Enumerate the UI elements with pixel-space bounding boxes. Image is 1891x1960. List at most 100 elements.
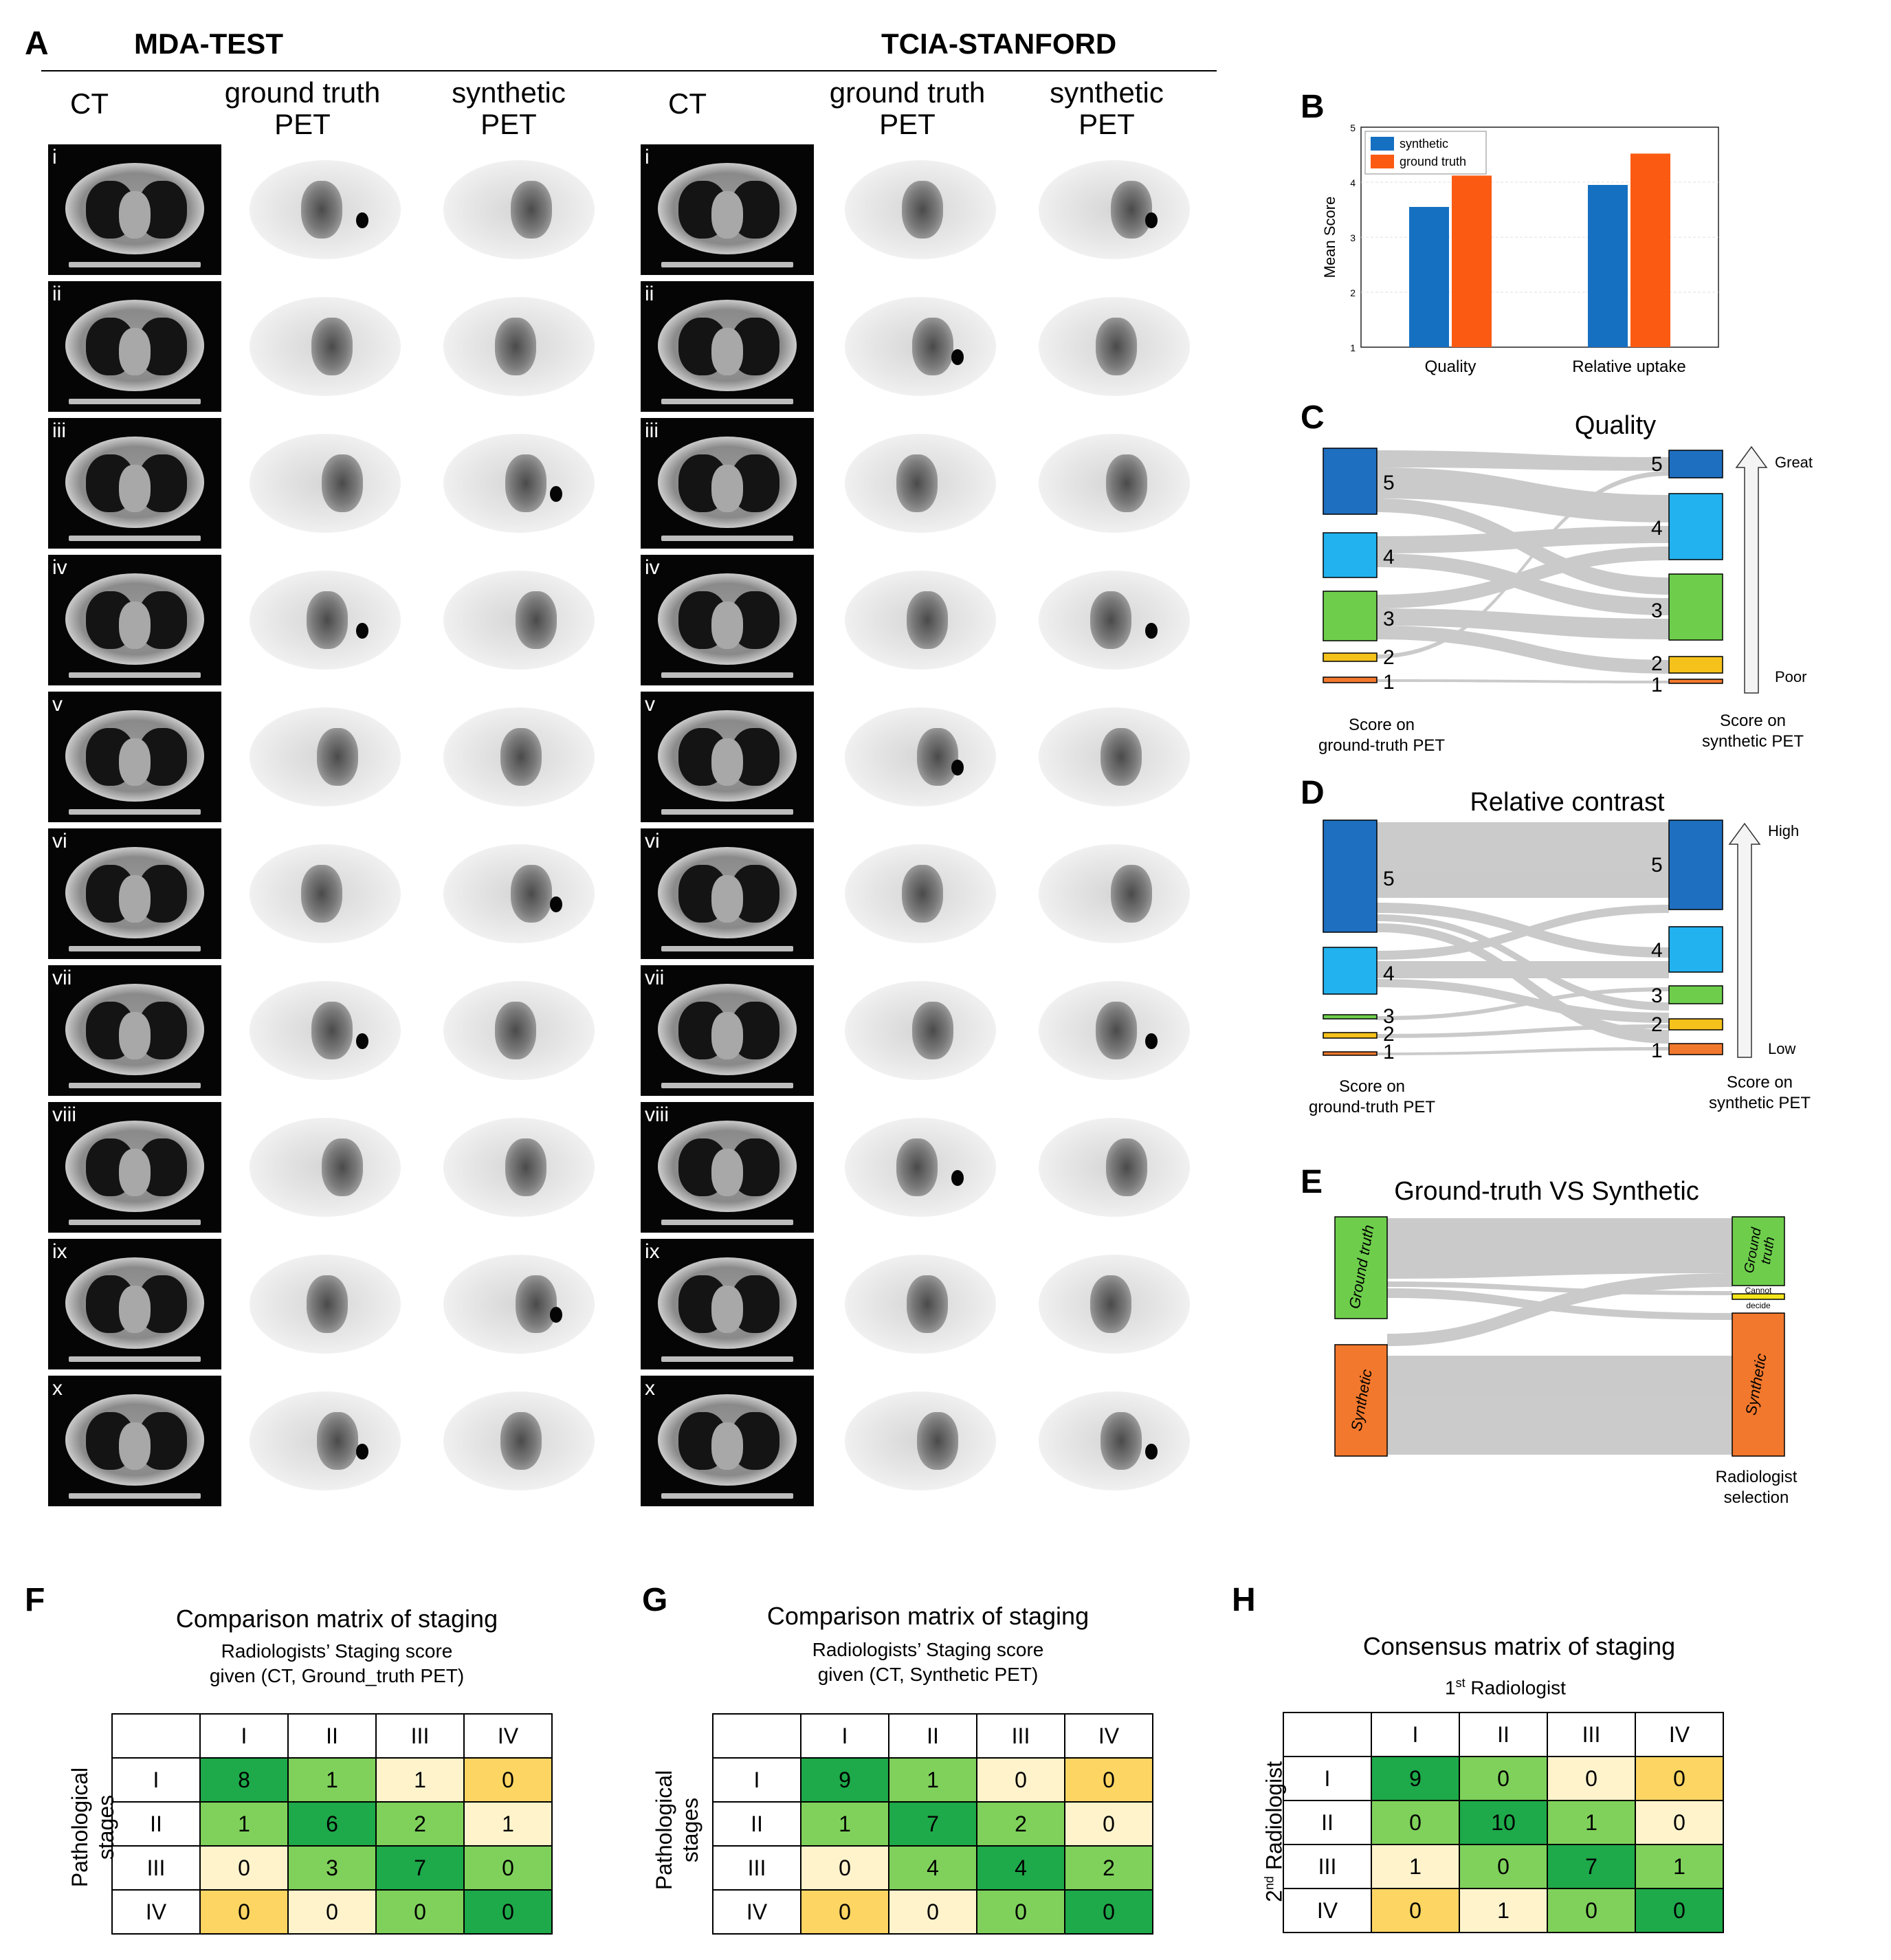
node-left-5 [1323,819,1378,933]
label-left-4: 4 [1383,546,1395,569]
matrix-cell: 1 [199,1801,289,1847]
node-left-3 [1323,591,1378,641]
label-right-5: 5 [1651,854,1663,877]
pet-image [1028,692,1200,822]
matrix-corner [1283,1712,1372,1757]
bar-synthetic [1409,207,1449,347]
pet-image [1028,281,1200,412]
pet-image [433,555,605,685]
header-rule [41,70,1217,71]
row-label: i [52,146,57,168]
panel-label-b: B [1301,89,1325,125]
matrix-row-header: II [111,1801,201,1847]
row-label: v [645,693,655,716]
sankey-contrast-title: Relative contrast [1470,788,1665,817]
sankey-quality-title: Quality [1574,411,1657,440]
label-right-3: 3 [1651,984,1663,1007]
pet-image [433,1376,605,1506]
matrix-row-header: III [712,1845,801,1891]
label-right-1: 1 [1651,1039,1663,1062]
matrix-row-header: III [111,1845,201,1891]
flow-gt-undecided [1387,1281,1732,1295]
matrix-row-header: II [712,1801,801,1847]
ct-image: vii [641,965,814,1096]
matrix-cell: 4 [976,1845,1065,1891]
ct-image: iv [48,555,221,685]
label-left-5: 5 [1383,868,1395,890]
row-label: i [645,146,650,168]
node-left-1 [1323,676,1378,683]
flow-3-4 [1375,547,1670,608]
label-right-4: 4 [1651,517,1663,540]
pet-image [239,965,411,1096]
row-label: x [645,1377,655,1400]
label-cannot: Cannot [1745,1286,1772,1295]
ct-image: viii [48,1102,221,1233]
panel-label-g: G [642,1582,668,1618]
node-left-synthetic [1334,1344,1388,1457]
quality-left-caption: Score on ground-truth PET [1318,716,1446,755]
label-left-1: 1 [1383,671,1395,694]
node-right-5 [1668,450,1723,478]
pet-image [834,965,1006,1096]
node-right-3 [1668,985,1723,1004]
matrix-cell: 1 [800,1801,889,1847]
arrow-top-label: High [1768,822,1799,839]
matrix-h-col-axis: 1st Radiologist [1445,1676,1566,1699]
quality-scale-arrow [1735,445,1768,694]
flow-syn-syn [1387,1356,1732,1455]
matrix-cell: 0 [1064,1801,1153,1847]
contrast-right-caption: Score on synthetic PET [1708,1073,1811,1112]
matrix-cell: 0 [199,1845,289,1891]
matrix-cell: 1 [1459,1888,1548,1933]
flow-5-1 [1376,923,1669,1044]
pet-image [834,555,1006,685]
matrix-cell: 4 [888,1845,977,1891]
ct-image: ii [48,281,221,412]
panel-label-a: A [25,25,49,62]
matrix-g-row-axis: Pathological stages [652,1770,703,1891]
matrix-cell: 0 [976,1757,1065,1803]
ct-image: vi [48,828,221,959]
column-header: CT [70,87,109,120]
pet-image [239,1239,411,1369]
ct-image: viii [641,1102,814,1233]
matrix-row-header: IV [111,1889,201,1935]
pet-image [834,828,1006,959]
matrix-g-title: Comparison matrix of staging [766,1602,1090,1630]
matrix-col-header: IV [1064,1713,1153,1759]
y-tick-label: 4 [1350,177,1356,188]
pet-image [834,1376,1006,1506]
pet-image [239,828,411,959]
flow-4-4 [1375,526,1670,553]
matrix-f-subtitle: Radiologists’ Staging score given (CT, G… [209,1640,465,1686]
pet-image [433,281,605,412]
matrix-cell: 8 [199,1757,289,1803]
matrix-cell: 0 [1635,1800,1724,1845]
y-tick-label: 2 [1350,287,1356,298]
label-left-3: 3 [1383,608,1395,630]
pet-image [239,555,411,685]
legend-swatch [1371,155,1394,168]
matrix-cell: 0 [463,1845,553,1891]
node-right-2 [1668,1018,1723,1031]
matrix-cell: 0 [463,1757,553,1803]
contrast-left-caption: Score on ground-truth PET [1308,1077,1436,1116]
ct-image: x [48,1376,221,1506]
sankey-selection-title: Ground-truth VS Synthetic [1394,1177,1699,1206]
row-label: ix [645,1240,660,1263]
flow-5-5 [1375,450,1670,471]
ct-image: v [641,692,814,822]
pet-image [1028,144,1200,275]
flow-syn-gt [1387,1273,1732,1346]
matrix-col-header: III [1547,1712,1636,1757]
y-tick-label: 5 [1350,122,1356,133]
flow-3-3 [1375,608,1670,639]
row-label: vii [645,967,665,989]
pet-image [1028,1239,1200,1369]
matrix-cell: 0 [1635,1756,1724,1801]
label-right-5: 5 [1651,453,1663,476]
pet-image [834,692,1006,822]
label-right-2: 2 [1651,1013,1663,1036]
column-header: synthetic PET [1050,76,1164,140]
